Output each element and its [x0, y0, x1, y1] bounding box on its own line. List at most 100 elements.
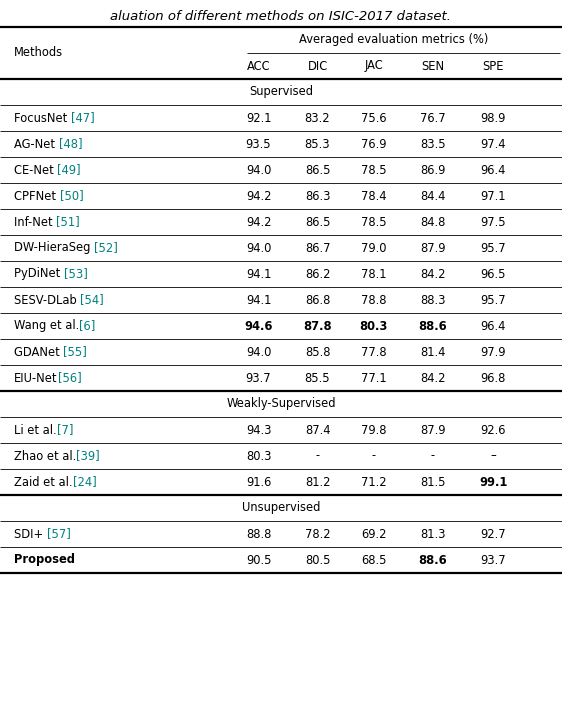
Text: 96.8: 96.8	[481, 372, 506, 384]
Text: 98.9: 98.9	[481, 111, 506, 125]
Text: 86.3: 86.3	[305, 190, 330, 202]
Text: 84.4: 84.4	[420, 190, 446, 202]
Text: 94.2: 94.2	[246, 190, 271, 202]
Text: 79.8: 79.8	[361, 423, 387, 437]
Text: 99.1: 99.1	[479, 476, 507, 489]
Text: [53]: [53]	[64, 268, 88, 280]
Text: Zaid et al.: Zaid et al.	[14, 476, 72, 489]
Text: GDANet: GDANet	[14, 346, 64, 358]
Text: [57]: [57]	[47, 527, 71, 540]
Text: [48]: [48]	[58, 137, 82, 151]
Text: Weakly-Supervised: Weakly-Supervised	[226, 397, 336, 411]
Text: 90.5: 90.5	[246, 554, 271, 566]
Text: [56]: [56]	[57, 372, 81, 384]
Text: -: -	[315, 450, 320, 462]
Text: 83.5: 83.5	[420, 137, 446, 151]
Text: 93.7: 93.7	[246, 372, 271, 384]
Text: 78.5: 78.5	[361, 215, 387, 229]
Text: 85.8: 85.8	[305, 346, 330, 358]
Text: 78.8: 78.8	[361, 294, 387, 307]
Text: Wang et al.: Wang et al.	[14, 319, 79, 333]
Text: 71.2: 71.2	[361, 476, 387, 489]
Text: 93.5: 93.5	[246, 137, 271, 151]
Text: 80.3: 80.3	[360, 319, 388, 333]
Text: Supervised: Supervised	[249, 86, 313, 98]
Text: 97.5: 97.5	[481, 215, 506, 229]
Text: 92.6: 92.6	[481, 423, 506, 437]
Text: 91.6: 91.6	[246, 476, 271, 489]
Text: [49]: [49]	[57, 164, 81, 176]
Text: 88.8: 88.8	[246, 527, 271, 540]
Text: 88.3: 88.3	[420, 294, 446, 307]
Text: 88.6: 88.6	[418, 554, 447, 566]
Text: Zhao et al.: Zhao et al.	[14, 450, 76, 462]
Text: 87.4: 87.4	[305, 423, 330, 437]
Text: Averaged evaluation metrics (%): Averaged evaluation metrics (%)	[299, 33, 488, 47]
Text: FocusNet: FocusNet	[14, 111, 71, 125]
Text: ACC: ACC	[247, 59, 270, 72]
Text: 94.1: 94.1	[246, 268, 271, 280]
Text: 78.1: 78.1	[361, 268, 387, 280]
Text: PyDiNet: PyDiNet	[14, 268, 64, 280]
Text: 94.0: 94.0	[246, 164, 271, 176]
Text: AG-Net: AG-Net	[14, 137, 58, 151]
Text: 76.9: 76.9	[361, 137, 387, 151]
Text: EIU-Net: EIU-Net	[14, 372, 57, 384]
Text: 88.6: 88.6	[418, 319, 447, 333]
Text: [6]: [6]	[79, 319, 96, 333]
Text: SEN: SEN	[421, 59, 445, 72]
Text: 77.8: 77.8	[361, 346, 387, 358]
Text: 77.1: 77.1	[361, 372, 387, 384]
Text: [24]: [24]	[72, 476, 96, 489]
Text: 68.5: 68.5	[361, 554, 387, 566]
Text: -: -	[430, 450, 435, 462]
Text: [55]: [55]	[64, 346, 87, 358]
Text: 85.3: 85.3	[305, 137, 330, 151]
Text: 94.0: 94.0	[246, 346, 271, 358]
Text: 81.3: 81.3	[420, 527, 446, 540]
Text: [52]: [52]	[94, 241, 118, 254]
Text: Unsupervised: Unsupervised	[242, 501, 320, 515]
Text: 81.5: 81.5	[420, 476, 446, 489]
Text: 78.4: 78.4	[361, 190, 387, 202]
Text: -: -	[371, 450, 376, 462]
Text: DIC: DIC	[307, 59, 328, 72]
Text: 93.7: 93.7	[481, 554, 506, 566]
Text: 92.7: 92.7	[481, 527, 506, 540]
Text: [39]: [39]	[76, 450, 100, 462]
Text: DW-HieraSeg: DW-HieraSeg	[14, 241, 94, 254]
Text: 94.6: 94.6	[244, 319, 273, 333]
Text: 87.8: 87.8	[303, 319, 332, 333]
Text: 78.2: 78.2	[305, 527, 330, 540]
Text: 86.8: 86.8	[305, 294, 330, 307]
Text: Methods: Methods	[14, 47, 63, 59]
Text: 87.9: 87.9	[420, 423, 446, 437]
Text: 95.7: 95.7	[481, 294, 506, 307]
Text: aluation of different methods on ISIC-2017 dataset.: aluation of different methods on ISIC-20…	[111, 10, 451, 23]
Text: Inf-Net: Inf-Net	[14, 215, 56, 229]
Text: 94.3: 94.3	[246, 423, 271, 437]
Text: 69.2: 69.2	[361, 527, 387, 540]
Text: [47]: [47]	[71, 111, 94, 125]
Text: 86.7: 86.7	[305, 241, 330, 254]
Text: 85.5: 85.5	[305, 372, 330, 384]
Text: –: –	[491, 450, 496, 462]
Text: 94.0: 94.0	[246, 241, 271, 254]
Text: 86.9: 86.9	[420, 164, 446, 176]
Text: [7]: [7]	[57, 423, 73, 437]
Text: Proposed: Proposed	[14, 554, 75, 566]
Text: 97.1: 97.1	[481, 190, 506, 202]
Text: 96.4: 96.4	[481, 164, 506, 176]
Text: 81.2: 81.2	[305, 476, 330, 489]
Text: 96.4: 96.4	[481, 319, 506, 333]
Text: SDI+: SDI+	[14, 527, 47, 540]
Text: 75.6: 75.6	[361, 111, 387, 125]
Text: 94.1: 94.1	[246, 294, 271, 307]
Text: 79.0: 79.0	[361, 241, 387, 254]
Text: 84.2: 84.2	[420, 372, 446, 384]
Text: 76.7: 76.7	[420, 111, 446, 125]
Text: [50]: [50]	[60, 190, 83, 202]
Text: Li et al.: Li et al.	[14, 423, 57, 437]
Text: SESV-DLab: SESV-DLab	[14, 294, 80, 307]
Text: [54]: [54]	[80, 294, 104, 307]
